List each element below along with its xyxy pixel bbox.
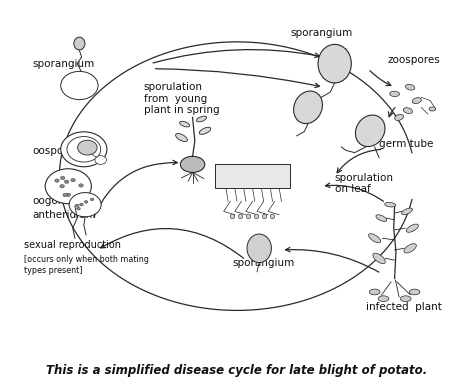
Circle shape	[63, 193, 67, 197]
Circle shape	[61, 71, 98, 99]
Ellipse shape	[270, 214, 275, 219]
Circle shape	[84, 200, 88, 203]
Text: sporulation
on leaf: sporulation on leaf	[335, 173, 394, 194]
Ellipse shape	[403, 108, 412, 114]
Ellipse shape	[369, 289, 380, 295]
Circle shape	[60, 185, 64, 188]
Ellipse shape	[376, 215, 387, 221]
Ellipse shape	[196, 116, 207, 122]
Text: sporulation
from  young
plant in spring: sporulation from young plant in spring	[144, 82, 219, 115]
Ellipse shape	[262, 214, 267, 219]
Circle shape	[69, 193, 101, 217]
Ellipse shape	[406, 224, 419, 232]
Ellipse shape	[429, 107, 436, 111]
Text: germ tube: germ tube	[379, 139, 433, 149]
Ellipse shape	[401, 296, 411, 301]
Text: types present]: types present]	[24, 266, 82, 275]
Circle shape	[91, 198, 94, 201]
Circle shape	[80, 203, 83, 206]
Ellipse shape	[238, 214, 243, 219]
Text: [occurs only when both mating: [occurs only when both mating	[24, 255, 149, 264]
Ellipse shape	[409, 289, 420, 295]
Ellipse shape	[390, 91, 400, 97]
Circle shape	[60, 176, 65, 180]
Circle shape	[67, 137, 100, 162]
Circle shape	[75, 204, 79, 207]
Ellipse shape	[404, 244, 416, 253]
Text: infected  plant: infected plant	[366, 302, 442, 312]
Text: zoospores: zoospores	[388, 55, 441, 65]
Ellipse shape	[230, 214, 235, 219]
Text: antheridium: antheridium	[33, 210, 97, 220]
Text: sporangium: sporangium	[33, 59, 95, 68]
Text: sporangium: sporangium	[233, 259, 295, 269]
Ellipse shape	[369, 234, 381, 243]
Ellipse shape	[247, 234, 272, 263]
Ellipse shape	[356, 115, 385, 147]
Ellipse shape	[74, 37, 85, 50]
Circle shape	[79, 184, 83, 187]
Ellipse shape	[378, 296, 389, 301]
Text: oospore: oospore	[33, 146, 74, 156]
Ellipse shape	[246, 214, 251, 219]
Text: oogonium: oogonium	[33, 196, 85, 206]
Ellipse shape	[373, 253, 385, 264]
Circle shape	[71, 178, 75, 182]
Ellipse shape	[394, 114, 403, 120]
Text: This is a simplified disease cycle for late blight of potato.: This is a simplified disease cycle for l…	[46, 364, 428, 377]
Circle shape	[45, 169, 91, 204]
Bar	[215, 164, 290, 188]
Circle shape	[64, 180, 69, 183]
Ellipse shape	[412, 98, 421, 104]
Ellipse shape	[406, 84, 415, 90]
Circle shape	[66, 193, 71, 197]
Ellipse shape	[401, 208, 412, 215]
Text: sporangium: sporangium	[290, 28, 353, 38]
Text: sexual reproduction: sexual reproduction	[24, 240, 121, 250]
Circle shape	[77, 207, 80, 210]
Ellipse shape	[255, 214, 259, 219]
Ellipse shape	[181, 156, 205, 173]
Circle shape	[55, 179, 59, 182]
Circle shape	[95, 156, 107, 164]
Ellipse shape	[180, 121, 190, 127]
Ellipse shape	[385, 202, 396, 207]
Circle shape	[78, 140, 97, 155]
Ellipse shape	[175, 134, 187, 142]
Ellipse shape	[318, 45, 351, 83]
Ellipse shape	[293, 91, 322, 123]
Circle shape	[61, 132, 107, 167]
Ellipse shape	[199, 127, 211, 134]
